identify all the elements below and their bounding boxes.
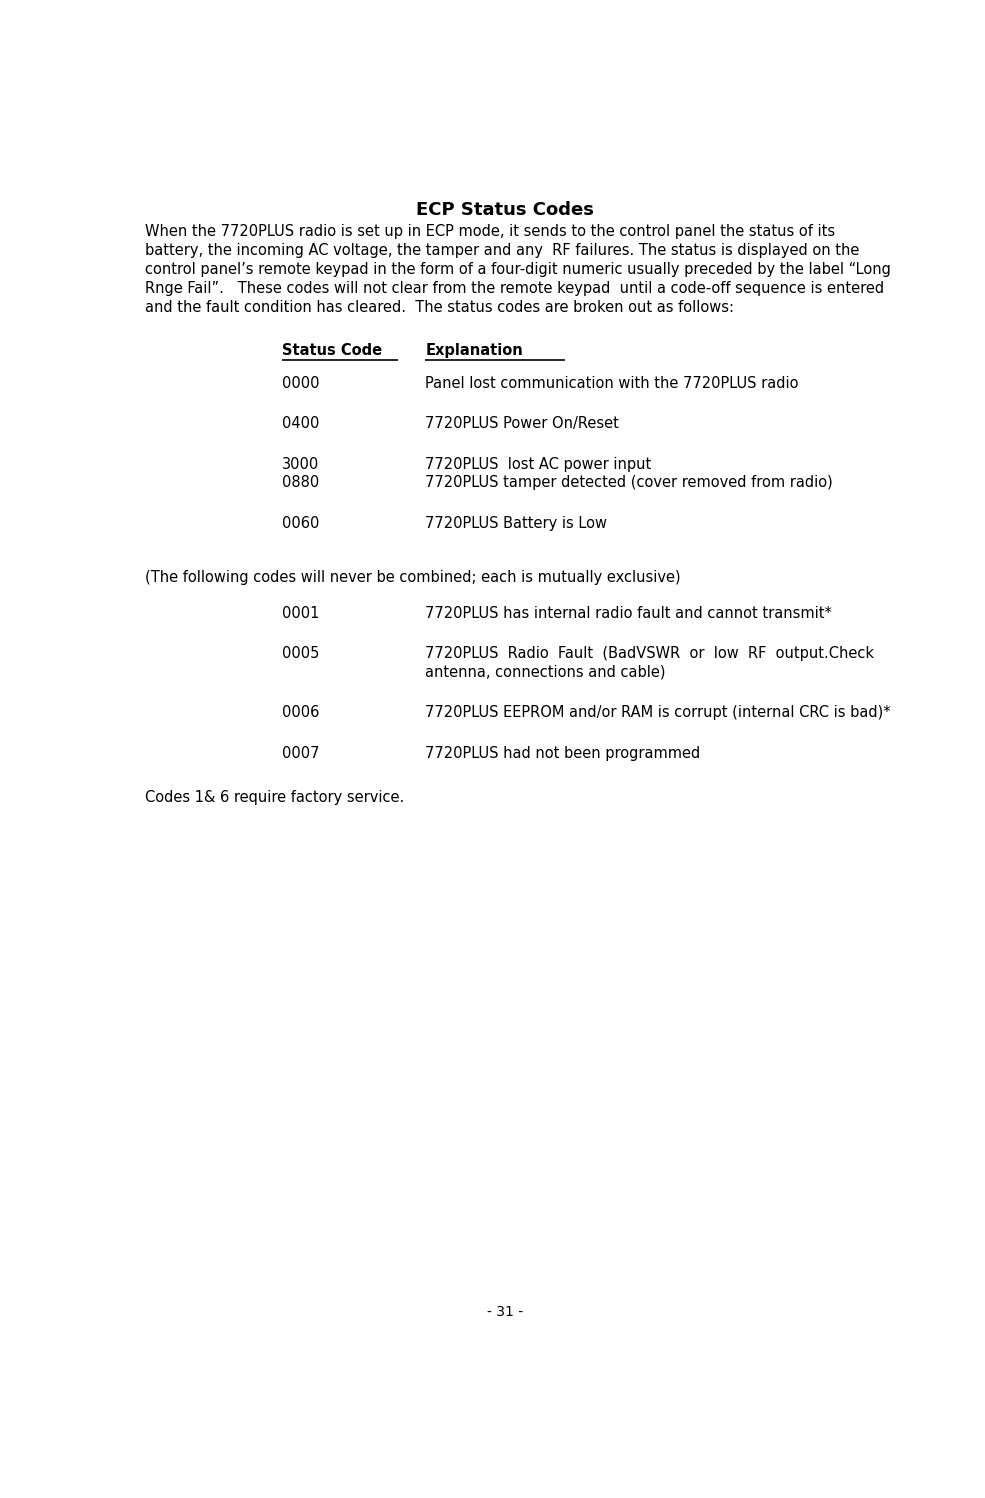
- Text: 7720PLUS Power On/Reset: 7720PLUS Power On/Reset: [426, 416, 620, 431]
- Text: 0400: 0400: [282, 416, 319, 431]
- Text: 3000: 3000: [282, 457, 319, 472]
- Text: 0005: 0005: [282, 646, 319, 661]
- Text: Panel lost communication with the 7720PLUS radio: Panel lost communication with the 7720PL…: [426, 376, 799, 391]
- Text: Rnge Fail”.   These codes will not clear from the remote keypad  until a code-of: Rnge Fail”. These codes will not clear f…: [145, 282, 884, 297]
- Text: 7720PLUS  Radio  Fault  (BadVSWR  or  low  RF  output.Check: 7720PLUS Radio Fault (BadVSWR or low RF …: [426, 646, 875, 661]
- Text: Status Code: Status Code: [282, 343, 382, 358]
- Text: 0880: 0880: [282, 475, 319, 490]
- Text: 0007: 0007: [282, 746, 319, 761]
- Text: Explanation: Explanation: [426, 343, 523, 358]
- Text: and the fault condition has cleared.  The status codes are broken out as follows: and the fault condition has cleared. The…: [145, 300, 734, 315]
- Text: ECP Status Codes: ECP Status Codes: [416, 201, 594, 219]
- Text: 7720PLUS Battery is Low: 7720PLUS Battery is Low: [426, 515, 608, 530]
- Text: Codes 1& 6 require factory service.: Codes 1& 6 require factory service.: [145, 789, 404, 804]
- Text: 0060: 0060: [282, 515, 319, 530]
- Text: 7720PLUS had not been programmed: 7720PLUS had not been programmed: [426, 746, 700, 761]
- Text: antenna, connections and cable): antenna, connections and cable): [426, 665, 666, 680]
- Text: battery, the incoming AC voltage, the tamper and any  RF failures. The status is: battery, the incoming AC voltage, the ta…: [145, 243, 859, 258]
- Text: When the 7720PLUS radio is set up in ECP mode, it sends to the control panel the: When the 7720PLUS radio is set up in ECP…: [145, 225, 835, 240]
- Text: - 31 -: - 31 -: [487, 1305, 523, 1320]
- Text: 0001: 0001: [282, 605, 319, 620]
- Text: 7720PLUS EEPROM and/or RAM is corrupt (internal CRC is bad)*: 7720PLUS EEPROM and/or RAM is corrupt (i…: [426, 706, 891, 721]
- Text: 7720PLUS tamper detected (cover removed from radio): 7720PLUS tamper detected (cover removed …: [426, 475, 833, 490]
- Text: 0000: 0000: [282, 376, 319, 391]
- Text: 7720PLUS has internal radio fault and cannot transmit*: 7720PLUS has internal radio fault and ca…: [426, 605, 832, 620]
- Text: (The following codes will never be combined; each is mutually exclusive): (The following codes will never be combi…: [145, 571, 681, 586]
- Text: 0006: 0006: [282, 706, 319, 721]
- Text: control panel’s remote keypad in the form of a four-digit numeric usually preced: control panel’s remote keypad in the for…: [145, 262, 890, 277]
- Text: 7720PLUS  lost AC power input: 7720PLUS lost AC power input: [426, 457, 652, 472]
